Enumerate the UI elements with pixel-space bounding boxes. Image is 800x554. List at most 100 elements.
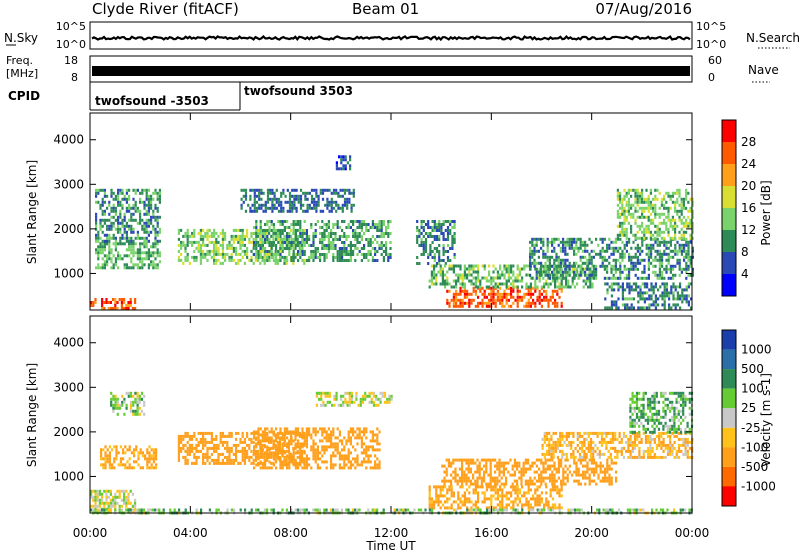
- heatmap-cell: [470, 301, 473, 305]
- heatmap-cell: [632, 264, 635, 268]
- heatmap-cell: [623, 209, 626, 213]
- heatmap-cell: [150, 260, 153, 264]
- heatmap-cell: [577, 246, 580, 250]
- heatmap-cell: [336, 220, 339, 223]
- heatmap-cell: [230, 449, 233, 453]
- heatmap-cell: [138, 394, 141, 398]
- heatmap-cell: [690, 297, 693, 301]
- heatmap-cell: [446, 279, 449, 283]
- heatmap-cell: [114, 227, 117, 231]
- heatmap-cell: [120, 301, 123, 304]
- heatmap-cell: [376, 436, 379, 440]
- heatmap-cell: [210, 240, 213, 244]
- heatmap-cell: [288, 247, 291, 250]
- heatmap-cell: [253, 209, 256, 213]
- heatmap-cell: [430, 282, 433, 286]
- heatmap-cell: [525, 264, 528, 268]
- heatmap-cell: [380, 229, 383, 232]
- heatmap-cell: [268, 231, 271, 235]
- heatmap-cell: [232, 452, 235, 456]
- heatmap-cell: [283, 451, 286, 455]
- heatmap-cell: [129, 489, 132, 493]
- heatmap-cell: [472, 473, 475, 477]
- heatmap-cell: [687, 267, 690, 271]
- heatmap-cell: [158, 215, 161, 219]
- heatmap-cell: [512, 301, 515, 305]
- heatmap-cell: [608, 261, 611, 265]
- heatmap-cell: [623, 194, 626, 198]
- heatmap-cell: [197, 431, 200, 435]
- heatmap-cell: [603, 267, 606, 271]
- heatmap-cell: [459, 292, 462, 296]
- heatmap-cell: [529, 240, 532, 244]
- heatmap-cell: [264, 250, 267, 253]
- heatmap-cell: [661, 261, 664, 265]
- heatmap-cell: [121, 257, 124, 261]
- heatmap-cell: [266, 235, 269, 238]
- heatmap-cell: [349, 155, 352, 159]
- heatmap-cell: [186, 237, 189, 241]
- heatmap-cell: [450, 488, 453, 492]
- heatmap-cell: [663, 288, 666, 292]
- heatmap-cell: [435, 494, 438, 498]
- heatmap-cell: [106, 460, 109, 464]
- heatmap-cell: [451, 241, 454, 244]
- heatmap-cell: [545, 292, 548, 296]
- heatmap-cell: [545, 295, 548, 299]
- heatmap-cell: [685, 243, 688, 247]
- heatmap-cell: [193, 446, 196, 450]
- heatmap-cell: [654, 215, 657, 219]
- heatmap-cell: [433, 259, 436, 262]
- heatmap-cell: [634, 261, 637, 265]
- heatmap-cell: [636, 230, 639, 234]
- heatmap-cell: [228, 452, 231, 456]
- heatmap-cell: [564, 252, 567, 256]
- heatmap-cell: [668, 303, 671, 307]
- heatmap-cell: [103, 501, 106, 505]
- heatmap-cell: [116, 406, 119, 410]
- heatmap-cell: [649, 203, 652, 207]
- heatmap-cell: [438, 220, 441, 223]
- heatmap-cell: [340, 158, 343, 162]
- heatmap-cell: [365, 223, 368, 226]
- heatmap-cell: [681, 300, 684, 304]
- heatmap-cell: [617, 267, 620, 271]
- heatmap-cell: [349, 256, 352, 259]
- heatmap-cell: [365, 229, 368, 232]
- heatmap-cell: [258, 191, 261, 195]
- heatmap-cell: [371, 220, 374, 223]
- heatmap-cell: [647, 249, 650, 253]
- heatmap-cell: [188, 234, 191, 238]
- heatmap-cell: [349, 430, 352, 434]
- heatmap-cell: [259, 256, 262, 259]
- heatmap-cell: [420, 253, 423, 256]
- heatmap-cell: [369, 244, 372, 247]
- heatmap-cell: [235, 246, 238, 250]
- heatmap-cell: [374, 253, 377, 256]
- heatmap-cell: [472, 482, 475, 486]
- heatmap-cell: [542, 252, 545, 256]
- heatmap-cell: [604, 306, 607, 310]
- heatmap-cell: [101, 492, 104, 496]
- heatmap-cell: [639, 258, 642, 262]
- heatmap-cell: [685, 224, 688, 228]
- heatmap-cell: [369, 250, 372, 253]
- heatmap-cell: [382, 235, 385, 238]
- heatmap-cell: [387, 223, 390, 226]
- heatmap-cell: [663, 276, 666, 280]
- heatmap-cell: [330, 439, 333, 443]
- heatmap-cell: [316, 448, 319, 452]
- heatmap-cell: [202, 255, 205, 259]
- heatmap-cell: [470, 298, 473, 302]
- heatmap-cell: [143, 212, 146, 216]
- heatmap-cell: [97, 191, 100, 195]
- heatmap-cell: [529, 497, 532, 501]
- heatmap-cell: [199, 437, 202, 441]
- heatmap-cell: [682, 233, 685, 237]
- heatmap-cell: [488, 506, 491, 510]
- heatmap-cell: [217, 443, 220, 447]
- heatmap-cell: [595, 276, 598, 280]
- heatmap-cell: [625, 276, 628, 280]
- heatmap-cell: [119, 215, 122, 219]
- heatmap-cell: [538, 497, 541, 501]
